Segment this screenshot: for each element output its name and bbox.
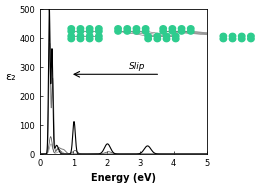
Circle shape <box>172 36 179 42</box>
Circle shape <box>172 33 179 39</box>
Circle shape <box>154 36 160 42</box>
Circle shape <box>160 29 166 34</box>
Y-axis label: ε₂: ε₂ <box>5 72 16 81</box>
Circle shape <box>178 29 185 34</box>
Circle shape <box>68 29 75 34</box>
Circle shape <box>133 29 140 34</box>
Circle shape <box>220 33 227 39</box>
X-axis label: Energy (eV): Energy (eV) <box>91 174 156 184</box>
Circle shape <box>145 33 151 39</box>
Circle shape <box>86 26 93 31</box>
Circle shape <box>163 36 170 42</box>
Circle shape <box>86 36 93 42</box>
Circle shape <box>77 33 84 39</box>
Circle shape <box>239 36 245 42</box>
Circle shape <box>68 33 75 39</box>
Circle shape <box>248 36 254 42</box>
Circle shape <box>77 36 84 42</box>
Circle shape <box>169 29 176 34</box>
Circle shape <box>86 29 93 34</box>
Circle shape <box>248 33 254 39</box>
Text: Slip: Slip <box>129 62 145 71</box>
Circle shape <box>187 29 194 34</box>
Circle shape <box>160 26 166 31</box>
Circle shape <box>143 26 149 31</box>
Circle shape <box>229 36 236 42</box>
Circle shape <box>77 29 84 34</box>
Circle shape <box>86 33 93 39</box>
Circle shape <box>163 33 170 39</box>
Circle shape <box>143 29 149 34</box>
Circle shape <box>115 29 121 34</box>
Circle shape <box>220 36 227 42</box>
Circle shape <box>68 26 75 31</box>
Circle shape <box>178 26 185 31</box>
Circle shape <box>229 33 236 39</box>
Circle shape <box>77 26 84 31</box>
Circle shape <box>96 26 102 31</box>
Circle shape <box>96 36 102 42</box>
Circle shape <box>169 26 176 31</box>
Circle shape <box>133 26 140 31</box>
Circle shape <box>154 33 160 39</box>
Circle shape <box>187 26 194 31</box>
Circle shape <box>96 33 102 39</box>
Circle shape <box>96 29 102 34</box>
Circle shape <box>68 36 75 42</box>
Circle shape <box>239 33 245 39</box>
Circle shape <box>124 29 131 34</box>
Circle shape <box>145 36 151 42</box>
Circle shape <box>115 26 121 31</box>
Circle shape <box>124 26 131 31</box>
